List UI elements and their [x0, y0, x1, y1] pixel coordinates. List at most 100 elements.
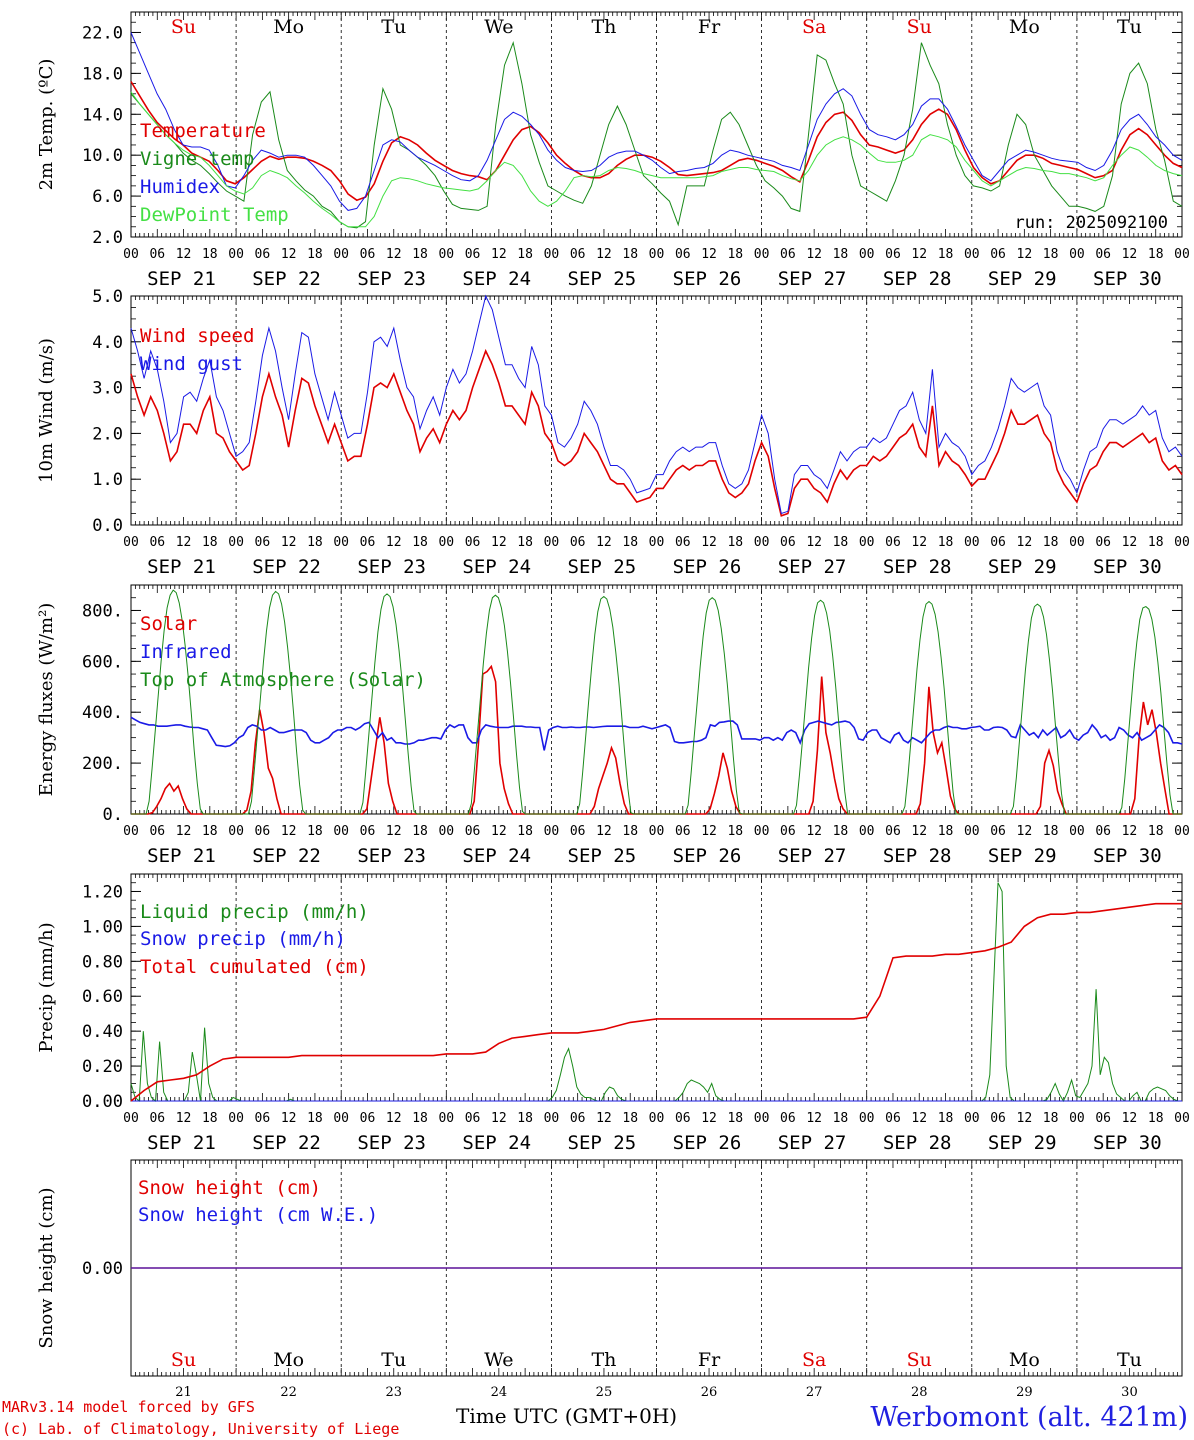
hour-label: 00: [544, 1111, 560, 1126]
legend-entry: Humidex: [140, 176, 220, 198]
hour-label: 18: [412, 535, 428, 550]
y-tick-label: 3.0: [92, 379, 123, 399]
legend-entry: Snow height (cm W.E.): [138, 1204, 378, 1226]
day-name: Sa: [802, 1349, 826, 1371]
hour-label: 18: [833, 247, 849, 262]
hour-label: 12: [911, 535, 927, 550]
hour-label: 12: [806, 824, 822, 839]
hour-label: 12: [701, 824, 717, 839]
day-name: Tu: [381, 16, 406, 38]
hour-label: 12: [1122, 824, 1138, 839]
hour-label: 06: [465, 1111, 481, 1126]
hour-label: 18: [727, 535, 743, 550]
x-axis-label: Time UTC (GMT+0H): [456, 1404, 678, 1428]
hour-label: 12: [1017, 247, 1033, 262]
series-line: [130, 716, 1183, 751]
hour-label: 00: [1174, 824, 1190, 839]
hour-label: 06: [675, 824, 691, 839]
date-label: SEP 25: [568, 1132, 637, 1154]
hour-label: 06: [990, 824, 1006, 839]
day-number: 30: [1121, 1385, 1138, 1400]
date-label: SEP 22: [252, 556, 321, 578]
hour-label: 18: [517, 247, 533, 262]
hour-label: 18: [1043, 535, 1059, 550]
hour-label: 00: [228, 535, 244, 550]
hour-label: 12: [596, 535, 612, 550]
date-label: SEP 27: [778, 845, 847, 867]
series-line: [130, 348, 1183, 517]
hour-label: 00: [544, 824, 560, 839]
hour-label: 00: [1174, 1111, 1190, 1126]
hour-label: 06: [360, 535, 376, 550]
hour-label: 00: [228, 824, 244, 839]
legend-entry: Snow height (cm): [138, 1177, 321, 1199]
y-axis-label: Snow height (cm): [36, 1187, 57, 1348]
hour-label: 00: [859, 535, 875, 550]
hour-label: 00: [859, 1111, 875, 1126]
hour-label: 12: [491, 535, 507, 550]
series-line: [130, 902, 1182, 1102]
hour-label: 12: [596, 1111, 612, 1126]
hour-label: 00: [964, 824, 980, 839]
day-name: Mo: [273, 16, 304, 38]
day-name: Su: [171, 16, 196, 38]
run-label: run: 2025092100: [1014, 213, 1168, 233]
hour-label: 12: [911, 824, 927, 839]
hour-label: 00: [649, 824, 665, 839]
y-axis-label: 2m Temp. (ºC): [36, 59, 57, 191]
hour-label: 00: [438, 247, 454, 262]
hour-label: 00: [228, 247, 244, 262]
hour-label: 06: [990, 247, 1006, 262]
date-label: SEP 22: [252, 268, 321, 290]
legend-entry: Wind gust: [140, 353, 243, 375]
hour-label: 18: [307, 535, 323, 550]
day-number: 25: [596, 1385, 613, 1400]
date-label: SEP 25: [568, 845, 637, 867]
hour-label: 06: [570, 247, 586, 262]
date-label: SEP 24: [462, 845, 531, 867]
date-label: SEP 26: [673, 556, 742, 578]
hour-label: 12: [176, 535, 192, 550]
y-tick-label: 0.40: [82, 1022, 123, 1042]
hour-label: 12: [386, 1111, 402, 1126]
date-label: SEP 29: [988, 1132, 1057, 1154]
location-title: Werbomont (alt. 421m): [870, 1402, 1188, 1433]
hour-label: 18: [622, 535, 638, 550]
y-axis-label: 10m Wind (m/s): [36, 338, 57, 483]
date-label: SEP 28: [883, 556, 952, 578]
hour-label: 06: [675, 535, 691, 550]
hour-label: 00: [333, 535, 349, 550]
series-line: [130, 40, 1183, 229]
date-label: SEP 30: [1093, 556, 1162, 578]
hour-label: 18: [833, 824, 849, 839]
y-tick-label: 14.0: [82, 105, 123, 125]
y-tick-label: 200.: [82, 754, 123, 774]
hour-label: 12: [176, 247, 192, 262]
hour-label: 00: [333, 1111, 349, 1126]
hour-label: 18: [202, 824, 218, 839]
hour-label: 18: [1043, 1111, 1059, 1126]
hour-label: 00: [859, 247, 875, 262]
date-label: SEP 21: [147, 268, 216, 290]
hour-label: 06: [1095, 824, 1111, 839]
hour-label: 06: [780, 1111, 796, 1126]
hour-label: 12: [386, 535, 402, 550]
hour-label: 06: [255, 535, 271, 550]
hour-label: 12: [701, 247, 717, 262]
date-label: SEP 29: [988, 556, 1057, 578]
hour-label: 06: [570, 535, 586, 550]
hour-label: 00: [754, 824, 770, 839]
date-label: SEP 26: [673, 1132, 742, 1154]
date-label: SEP 21: [147, 1132, 216, 1154]
hour-label: 18: [622, 247, 638, 262]
y-tick-label: 1.0: [92, 470, 123, 490]
hour-label: 06: [675, 247, 691, 262]
hour-label: 06: [1095, 1111, 1111, 1126]
hour-label: 06: [255, 824, 271, 839]
hour-label: 06: [570, 1111, 586, 1126]
hour-label: 18: [622, 1111, 638, 1126]
hour-label: 12: [176, 1111, 192, 1126]
hour-label: 06: [360, 824, 376, 839]
hour-label: 12: [1017, 535, 1033, 550]
legend-entry: DewPoint Temp: [140, 204, 289, 226]
